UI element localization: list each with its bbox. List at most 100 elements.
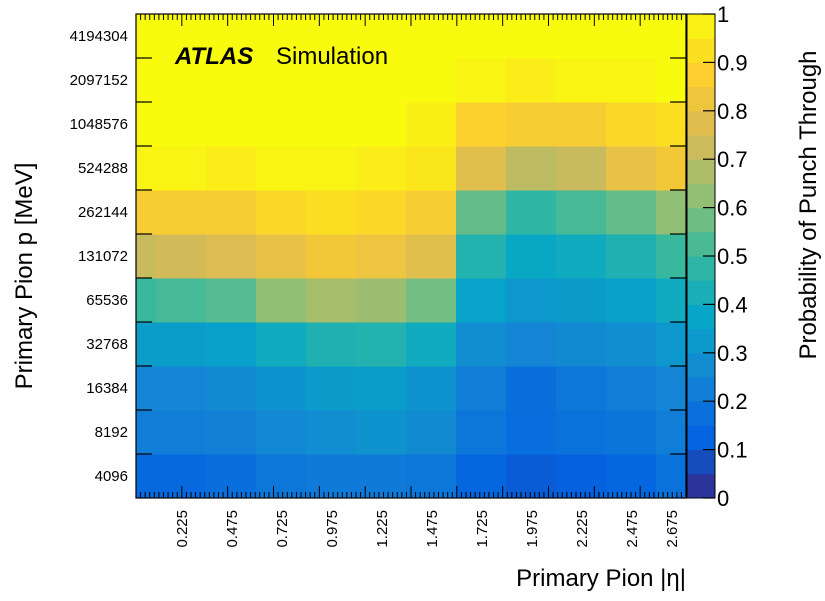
heatmap-cell xyxy=(156,366,207,411)
x-axis: 0.225 0.475 0.725 0.975 1.225 1.475 1.725 1.975… xyxy=(135,14,687,548)
heatmap-cell xyxy=(656,234,687,279)
heatmap-cell xyxy=(256,366,307,411)
heatmap-cell xyxy=(306,14,357,59)
heatmap-cell xyxy=(656,190,687,235)
heatmap-cell xyxy=(256,190,307,235)
heatmap-cell xyxy=(606,234,657,279)
heatmap-cell xyxy=(606,58,657,103)
heatmap-cell xyxy=(356,454,407,499)
colorbar-band xyxy=(687,86,715,112)
x-tick-label: 0.725 xyxy=(274,510,291,548)
heatmap-cell xyxy=(356,190,407,235)
y-tick-label: 32768 xyxy=(86,336,128,353)
heatmap-cell xyxy=(206,366,257,411)
colorbar-tick-label: 0.6 xyxy=(717,196,748,221)
heatmap-cell xyxy=(406,58,457,103)
heatmap-cell xyxy=(556,410,607,455)
heatmap-cell xyxy=(136,58,157,103)
heatmap-cell xyxy=(136,14,157,59)
heatmap-cell xyxy=(306,190,357,235)
heatmap-cell xyxy=(156,410,207,455)
heatmap-cell xyxy=(356,278,407,323)
x-tick-label: 2.675 xyxy=(664,510,681,548)
heatmap-cell xyxy=(256,146,307,191)
heatmap-cell xyxy=(506,410,557,455)
heatmap-cell xyxy=(406,410,457,455)
heatmap-cell xyxy=(156,190,207,235)
colorbar-tick-label: 0.7 xyxy=(717,147,748,172)
heatmap-cell xyxy=(356,366,407,411)
heatmap-cell xyxy=(556,454,607,499)
heatmap-cell xyxy=(256,58,307,103)
y-tick-label: 8192 xyxy=(95,424,128,441)
x-tick-label: 1.225 xyxy=(374,510,391,548)
heatmap-cell xyxy=(406,102,457,147)
colorbar-band xyxy=(687,110,715,136)
heatmap-cell xyxy=(136,366,157,411)
y-tick-label: 131072 xyxy=(78,248,128,265)
y-tick-label: 1048576 xyxy=(70,116,128,133)
colorbar-tick-label: 0.8 xyxy=(717,99,748,124)
colorbar-band xyxy=(687,377,715,402)
heatmap-cell xyxy=(306,322,357,367)
y-tick-label: 16384 xyxy=(86,380,128,397)
heatmap-cell xyxy=(456,322,507,367)
heatmap-cell xyxy=(306,234,357,279)
heatmap-cell xyxy=(656,278,687,323)
heatmap-cell xyxy=(156,102,207,147)
heatmap-cell xyxy=(456,14,507,59)
heatmap-cell xyxy=(456,410,507,455)
heatmap-cell xyxy=(206,278,257,323)
colorbar-band xyxy=(687,425,715,451)
y-axis: 4096 8192 16384 32768 65536 131072 262144 52428… xyxy=(70,28,686,485)
heatmap-cell xyxy=(556,58,607,103)
heatmap-cell xyxy=(556,278,607,323)
heatmap-cell xyxy=(456,278,507,323)
heatmap-cell xyxy=(136,454,157,499)
heatmap-cell xyxy=(306,58,357,103)
heatmap-cell xyxy=(206,454,257,499)
heatmap-cell xyxy=(136,278,157,323)
colorbar-band xyxy=(687,328,715,354)
heatmap-cell xyxy=(356,14,407,59)
heatmap-cell xyxy=(606,322,657,367)
heatmap-cell xyxy=(206,146,257,191)
heatmap-cell xyxy=(136,146,157,191)
heatmap-cell xyxy=(206,410,257,455)
colorbar-band xyxy=(687,183,715,209)
heatmap-cell xyxy=(256,234,307,279)
heatmap-cell xyxy=(506,278,557,323)
colorbar-tick-label: 1 xyxy=(717,2,729,27)
heatmap-cell xyxy=(456,454,507,499)
heatmap-cell xyxy=(506,146,557,191)
colorbar-band xyxy=(687,352,715,378)
x-tick-label: 0.475 xyxy=(224,510,241,548)
heatmap-cell xyxy=(606,190,657,235)
colorbar-band xyxy=(687,401,715,426)
heatmap-cell xyxy=(406,146,457,191)
colorbar-band xyxy=(687,231,715,257)
heatmap-cell xyxy=(156,322,207,367)
heatmap-cell xyxy=(206,14,257,59)
heatmap-cell xyxy=(356,58,407,103)
heatmap-cell xyxy=(606,410,657,455)
y-tick-label: 4096 xyxy=(95,468,128,485)
heatmap-cell xyxy=(406,190,457,235)
y-tick-label: 4194304 xyxy=(70,28,128,45)
colorbar-tick-label: 0.2 xyxy=(717,389,748,414)
heatmap-cell xyxy=(406,366,457,411)
heatmap-cell xyxy=(556,190,607,235)
simulation-label: Simulation xyxy=(276,43,388,70)
heatmap-cell xyxy=(356,234,407,279)
heatmap-cell xyxy=(456,234,507,279)
heatmap-cell xyxy=(606,146,657,191)
heatmap-cell xyxy=(406,234,457,279)
heatmap-cell xyxy=(306,146,357,191)
heatmap-cell xyxy=(406,322,457,367)
heatmap-cell xyxy=(506,190,557,235)
heatmap-cell xyxy=(156,454,207,499)
colorbar: 0 0.1 0.2 0.3 0.4 0.5 0.6 0.7 0.8 0.9 1 xyxy=(686,2,748,511)
heatmap-cell xyxy=(156,278,207,323)
colorbar-band xyxy=(687,304,715,330)
